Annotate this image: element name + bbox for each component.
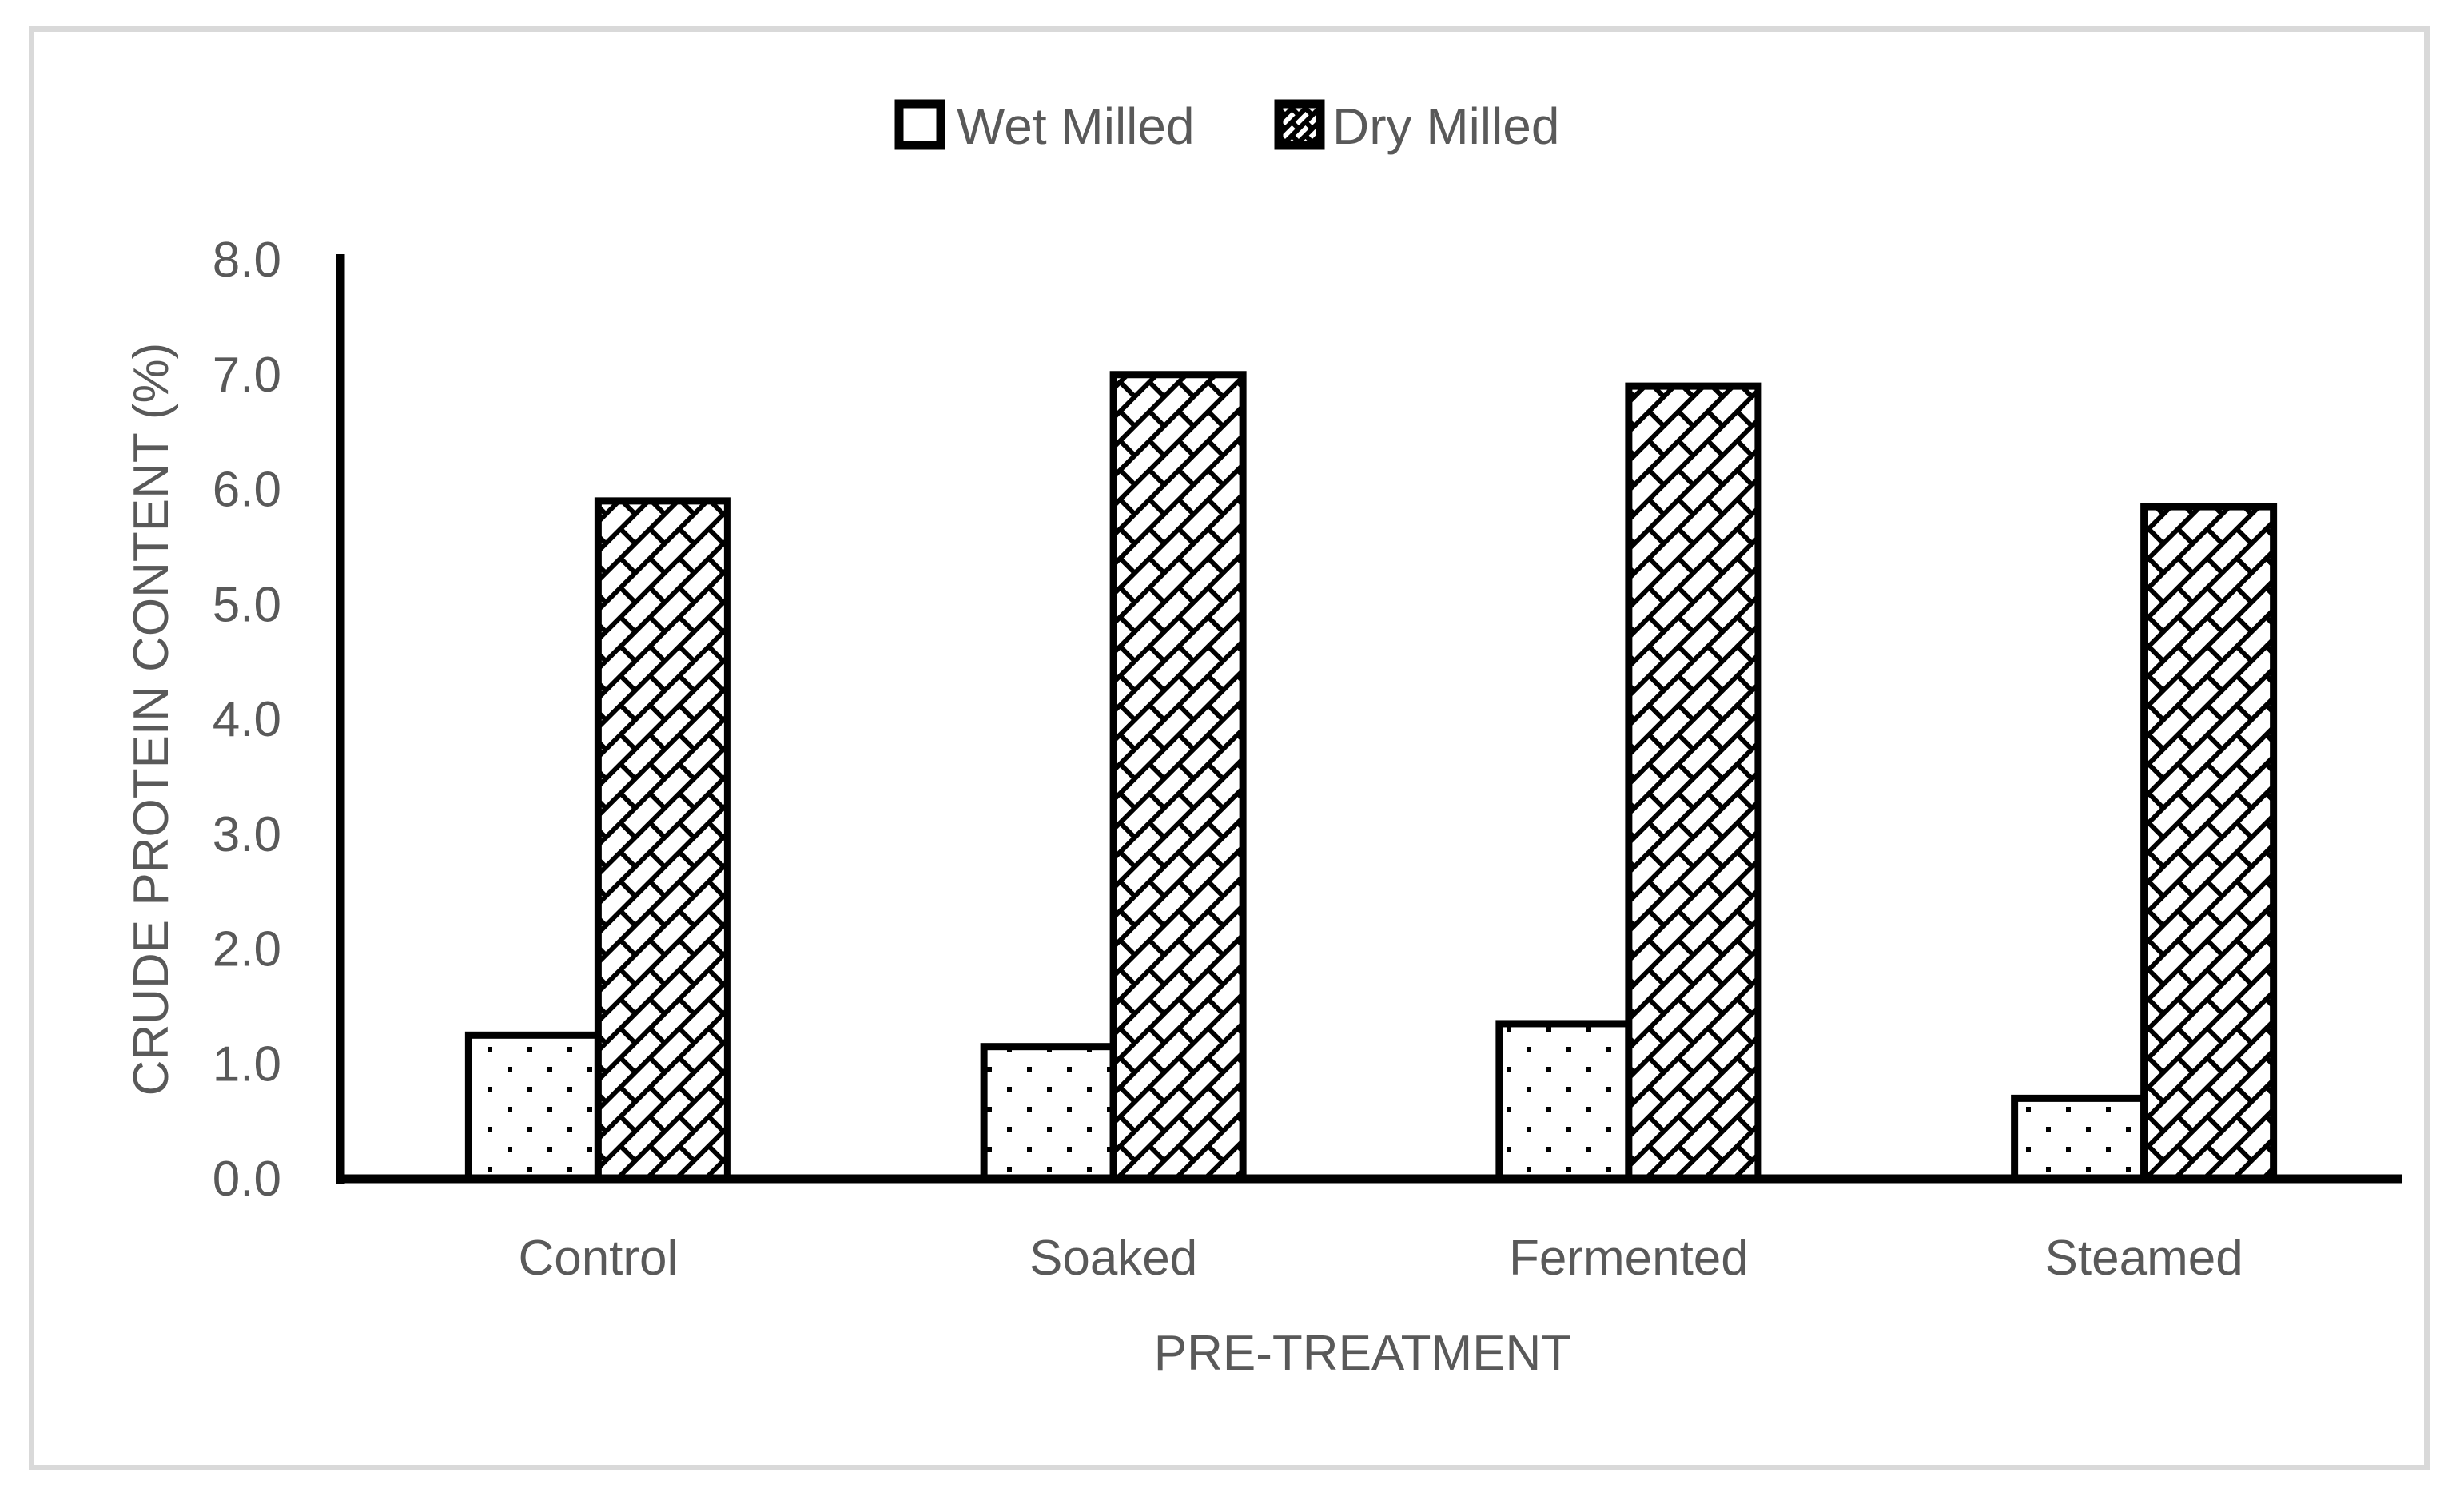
y-tick-label: 3.0 xyxy=(213,807,281,862)
y-axis-line xyxy=(336,254,345,1184)
x-tick-label: Soaked xyxy=(1029,1231,1197,1286)
x-tick-label: Steamed xyxy=(2045,1231,2243,1286)
bar-wet-milled-steamed xyxy=(2011,1094,2148,1183)
y-tick-label: 7.0 xyxy=(213,348,281,403)
legend-label-dry-milled: Dry Milled xyxy=(1332,97,1559,155)
y-axis-title: CRUDE PROTEIN CONTENT (%) xyxy=(124,343,179,1096)
y-tick-label: 2.0 xyxy=(213,922,281,977)
x-tick-label: Control xyxy=(518,1231,678,1286)
bars-group xyxy=(464,371,2278,1183)
bar-dry-milled-soaked xyxy=(1109,371,1247,1183)
y-tick-label: 5.0 xyxy=(213,577,281,632)
bar-dry-milled-fermented xyxy=(1625,382,1762,1183)
y-tick-labels: 0.0 1.0 2.0 3.0 4.0 5.0 6.0 7.0 8.0 xyxy=(213,233,281,1207)
legend-label-wet-milled: Wet Milled xyxy=(957,97,1195,155)
y-tick-label: 8.0 xyxy=(213,233,281,288)
x-tick-labels: Control Soaked Fermented Steamed xyxy=(518,1231,2243,1286)
legend: Wet Milled Dry Milled xyxy=(894,97,1559,155)
x-axis-line xyxy=(336,1174,2402,1184)
y-tick-label: 1.0 xyxy=(213,1036,281,1092)
bar-dry-milled-control xyxy=(594,497,731,1183)
y-tick-label: 4.0 xyxy=(213,692,281,747)
legend-wet-milled-marker-icon xyxy=(894,99,945,150)
x-axis-title: PRE-TREATMENT xyxy=(1154,1326,1571,1381)
x-tick-label: Fermented xyxy=(1509,1231,1749,1286)
bar-wet-milled-soaked xyxy=(980,1043,1117,1183)
bar-wet-milled-fermented xyxy=(1495,1020,1633,1183)
y-tick-label: 6.0 xyxy=(213,463,281,518)
legend-dry-milled-marker-icon xyxy=(1274,99,1325,150)
chart-outer-border xyxy=(29,26,2430,1470)
bar-wet-milled-control xyxy=(464,1031,602,1183)
y-tick-label: 0.0 xyxy=(213,1152,281,1207)
bar-dry-milled-steamed xyxy=(2140,503,2278,1183)
